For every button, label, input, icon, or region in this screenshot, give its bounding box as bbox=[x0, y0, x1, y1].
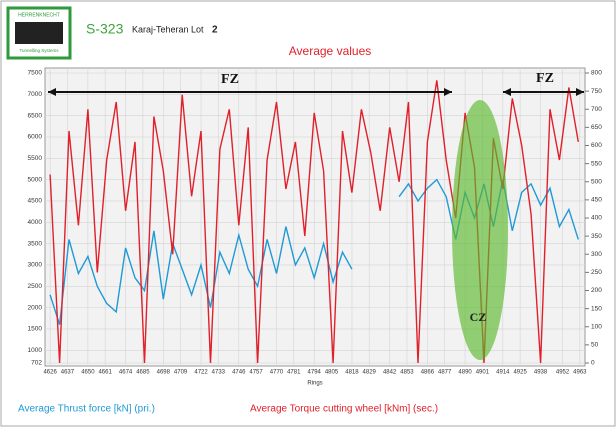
x-tick-label: 4938 bbox=[534, 370, 548, 376]
lot: 2 bbox=[212, 25, 218, 36]
x-tick-label: 4877 bbox=[438, 370, 452, 376]
x-tick-label: 4818 bbox=[345, 370, 359, 376]
x-tick-label: 4685 bbox=[136, 370, 150, 376]
y-tick-label: 5500 bbox=[28, 155, 43, 162]
logo-mark bbox=[15, 22, 63, 44]
y-tick-label: 2000 bbox=[28, 304, 43, 311]
y2-tick-label: 750 bbox=[591, 88, 602, 95]
x-tick-label: 4805 bbox=[325, 370, 339, 376]
legend-entry: Average Thrust force [kN] (pri.) bbox=[18, 404, 155, 415]
y2-tick-label: 450 bbox=[591, 197, 602, 204]
y-tick-label: 7500 bbox=[28, 70, 43, 77]
y2-tick-label: 600 bbox=[591, 142, 602, 149]
x-tick-label: 4963 bbox=[573, 370, 587, 376]
x-tick-label: 4853 bbox=[400, 370, 414, 376]
logo-text: HERRENKNECHT bbox=[18, 12, 60, 18]
y-tick-label: 1000 bbox=[28, 347, 43, 354]
code: S-323 bbox=[86, 21, 124, 37]
x-tick-label: 4781 bbox=[287, 370, 301, 376]
y2-tick-label: 650 bbox=[591, 124, 602, 131]
x-tick-label: 4722 bbox=[194, 370, 208, 376]
legend-entry: Average Torque cutting wheel [kNm] (sec.… bbox=[250, 404, 438, 415]
x-tick-label: 4674 bbox=[119, 370, 133, 376]
x-tick-label: 4925 bbox=[513, 370, 527, 376]
x-tick-label: 4661 bbox=[98, 370, 112, 376]
x-tick-label: 4842 bbox=[383, 370, 397, 376]
x-tick-label: 4698 bbox=[157, 370, 171, 376]
x-tick-label: 4746 bbox=[232, 370, 246, 376]
x-tick-label: 4626 bbox=[43, 370, 57, 376]
logo-sub: Tunnelling Systems bbox=[19, 48, 59, 53]
y-tick-label: 7000 bbox=[28, 91, 43, 98]
y-tick-label: 6500 bbox=[28, 112, 43, 119]
x-tick-label: 4914 bbox=[496, 370, 510, 376]
logo: HERRENKNECHT Tunnelling Systems bbox=[6, 6, 72, 60]
y2-tick-label: 150 bbox=[591, 305, 602, 312]
y-tick-label: 4000 bbox=[28, 219, 43, 226]
cz-ellipse bbox=[452, 100, 508, 360]
y2-tick-label: 300 bbox=[591, 251, 602, 258]
y-tick-label: 1500 bbox=[28, 326, 43, 333]
annotation: FZ bbox=[221, 72, 239, 87]
y2-tick-label: 50 bbox=[591, 342, 599, 349]
x-tick-label: 4952 bbox=[556, 370, 570, 376]
x-tick-label: 4890 bbox=[458, 370, 472, 376]
x-tick-label: 4637 bbox=[61, 370, 75, 376]
annotation: FZ bbox=[536, 71, 554, 86]
x-tick-label: 4770 bbox=[270, 370, 284, 376]
y2-tick-label: 250 bbox=[591, 269, 602, 276]
x-tick-label: 4757 bbox=[249, 370, 263, 376]
y2-tick-label: 200 bbox=[591, 287, 602, 294]
y-tick-label: 6000 bbox=[28, 134, 43, 141]
y2-tick-label: 400 bbox=[591, 215, 602, 222]
y-tick-label: 4500 bbox=[28, 198, 43, 205]
y2-tick-label: 0 bbox=[591, 360, 595, 367]
y2-tick-label: 700 bbox=[591, 106, 602, 113]
x-tick-label: 4794 bbox=[308, 370, 322, 376]
y-tick-label: 5000 bbox=[28, 176, 43, 183]
y-tick-label: 2500 bbox=[28, 283, 43, 290]
x-tick-label: 4901 bbox=[476, 370, 490, 376]
annotation: CZ bbox=[470, 310, 487, 324]
project: Karaj-Teheran Lot bbox=[132, 24, 204, 34]
chart-title: Average values bbox=[289, 44, 372, 58]
y2-tick-label: 100 bbox=[591, 323, 602, 330]
y2-tick-label: 800 bbox=[591, 70, 602, 77]
x-axis-label: Rings bbox=[307, 381, 322, 387]
x-tick-label: 4829 bbox=[363, 370, 377, 376]
y-tick-label: 3000 bbox=[28, 262, 43, 269]
x-tick-label: 4709 bbox=[174, 370, 188, 376]
y2-tick-label: 500 bbox=[591, 178, 602, 185]
y2-tick-label: 350 bbox=[591, 233, 602, 240]
x-tick-label: 4866 bbox=[421, 370, 435, 376]
x-tick-label: 4650 bbox=[81, 370, 95, 376]
y-tick-label: 702 bbox=[31, 360, 42, 367]
y2-tick-label: 550 bbox=[591, 160, 602, 167]
y-tick-label: 3500 bbox=[28, 240, 43, 247]
x-tick-label: 4733 bbox=[212, 370, 226, 376]
